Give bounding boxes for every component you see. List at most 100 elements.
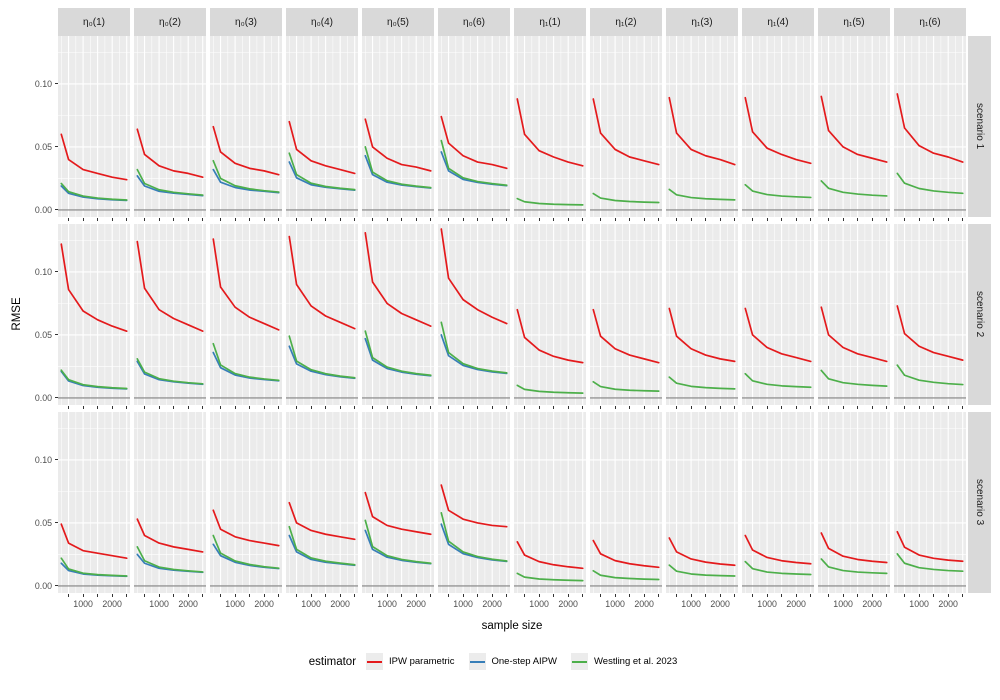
series-line-ipw xyxy=(60,243,128,332)
x-tick-mark xyxy=(766,593,768,597)
x-tick-mark xyxy=(918,405,920,409)
x-tick-mark xyxy=(126,593,128,597)
legend-key-line xyxy=(367,660,383,663)
legend-entry-label: Westling et al. 2023 xyxy=(593,656,678,667)
x-tick-mark xyxy=(310,593,312,597)
panel-svg xyxy=(590,224,662,405)
series-line-westling xyxy=(136,358,204,385)
x-tick-mark xyxy=(187,405,189,409)
x-tick-mark xyxy=(810,405,812,409)
series-line-ipw xyxy=(288,235,356,330)
x-tick-mark xyxy=(386,405,388,409)
facet-panel xyxy=(286,224,358,405)
x-tick-mark xyxy=(828,593,830,597)
facet-panel xyxy=(210,412,282,593)
series-line-ipw xyxy=(516,540,584,570)
x-tick-mark xyxy=(766,405,768,409)
x-tick-mark xyxy=(734,217,736,221)
x-tick-label: 1000 xyxy=(225,599,245,609)
x-tick-mark xyxy=(567,217,569,221)
panel-svg xyxy=(58,36,130,217)
x-tick-label: 1000 xyxy=(757,599,777,609)
y-tick-label: 0.05 xyxy=(34,141,52,152)
x-tick-mark xyxy=(506,405,508,409)
x-tick-mark xyxy=(600,405,602,409)
x-tick-mark xyxy=(871,405,873,409)
series-line-westling xyxy=(288,152,356,191)
x-tick-mark xyxy=(643,405,645,409)
panel-svg xyxy=(818,412,890,593)
series-line-ipw xyxy=(592,98,660,166)
x-tick-label: 2000 xyxy=(786,599,806,609)
x-tick-mark xyxy=(296,405,298,409)
facet-panel xyxy=(134,36,206,217)
legend-entry-label: IPW parametric xyxy=(389,656,455,667)
series-line-westling xyxy=(820,558,888,575)
x-tick-mark xyxy=(187,593,189,597)
x-tick-mark xyxy=(734,405,736,409)
panel-svg xyxy=(210,412,282,593)
x-tick-mark xyxy=(415,217,417,221)
x-tick-mark xyxy=(781,405,783,409)
x-tick-mark xyxy=(795,217,797,221)
panel-svg xyxy=(438,412,510,593)
x-tick-label: 1000 xyxy=(833,599,853,609)
x-tick-mark xyxy=(339,593,341,597)
series-line-ipw xyxy=(592,308,660,364)
x-tick-mark xyxy=(904,593,906,597)
panel-svg xyxy=(286,36,358,217)
x-tick-mark xyxy=(962,593,964,597)
facet-panel xyxy=(134,224,206,405)
panel-svg xyxy=(818,36,890,217)
panel-svg xyxy=(666,224,738,405)
x-tick-mark xyxy=(249,217,251,221)
legend-key-swatch xyxy=(570,653,588,670)
x-tick-mark xyxy=(828,405,830,409)
x-tick-mark xyxy=(430,405,432,409)
series-line-ipw xyxy=(516,308,584,364)
facet-panel xyxy=(514,36,586,217)
x-tick-mark xyxy=(187,217,189,221)
y-tick-mark xyxy=(54,459,58,461)
x-tick-mark xyxy=(933,217,935,221)
x-tick-mark xyxy=(538,593,540,597)
x-tick-mark xyxy=(415,405,417,409)
x-tick-label: 1000 xyxy=(529,599,549,609)
x-tick-mark xyxy=(918,217,920,221)
x-tick-mark xyxy=(296,593,298,597)
series-line-westling xyxy=(744,560,812,576)
panel-svg xyxy=(362,412,434,593)
series-line-westling xyxy=(896,364,964,386)
x-tick-mark xyxy=(734,593,736,597)
x-tick-label: 2000 xyxy=(938,599,958,609)
facet-column-strip: η₀(6) xyxy=(438,8,510,36)
series-line-ipw xyxy=(212,509,280,547)
x-tick-mark xyxy=(68,217,70,221)
series-line-ipw xyxy=(668,96,736,166)
x-tick-mark xyxy=(97,593,99,597)
series-line-ipw xyxy=(60,133,128,181)
panel-svg xyxy=(514,36,586,217)
x-tick-mark xyxy=(690,217,692,221)
y-tick-mark xyxy=(54,397,58,399)
x-tick-mark xyxy=(491,405,493,409)
facet-panel xyxy=(742,412,814,593)
x-tick-mark xyxy=(781,217,783,221)
facet-row-strip: scenario 1 xyxy=(968,36,991,217)
series-line-ipw xyxy=(668,537,736,567)
x-tick-mark xyxy=(933,405,935,409)
facet-panel xyxy=(742,224,814,405)
x-tick-mark xyxy=(705,217,707,221)
panel-svg xyxy=(514,224,586,405)
x-tick-mark xyxy=(719,593,721,597)
x-tick-mark xyxy=(842,217,844,221)
x-tick-mark xyxy=(690,593,692,597)
y-tick-label: 0.00 xyxy=(34,580,52,591)
x-tick-mark xyxy=(600,593,602,597)
series-line-westling xyxy=(592,380,660,392)
x-tick-mark xyxy=(202,217,204,221)
facet-panel xyxy=(210,36,282,217)
x-tick-mark xyxy=(325,593,327,597)
facet-panel xyxy=(818,224,890,405)
